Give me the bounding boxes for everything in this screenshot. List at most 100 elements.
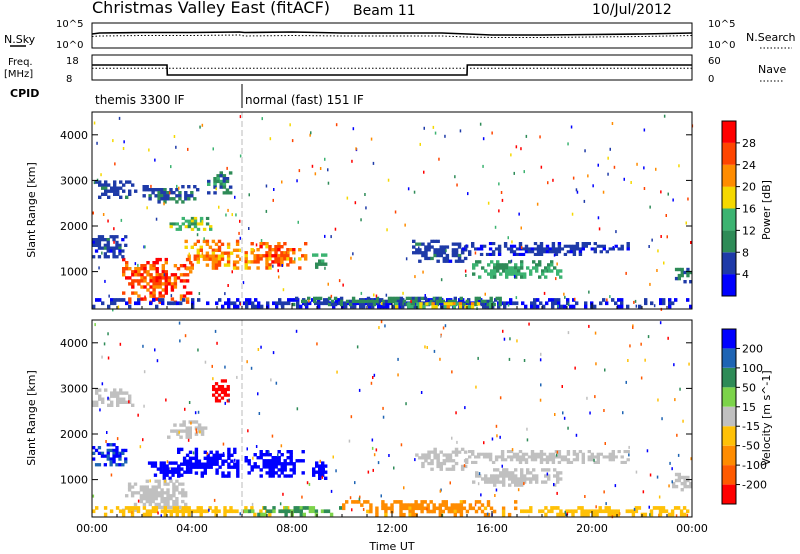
power-cell bbox=[274, 257, 278, 261]
power-cell bbox=[481, 266, 485, 270]
power-cell bbox=[95, 298, 99, 302]
velocity-cell bbox=[194, 453, 199, 457]
power-cell bbox=[179, 273, 184, 277]
velocity-cell bbox=[223, 512, 227, 517]
power-cell bbox=[418, 248, 422, 252]
velocity-scatter-point bbox=[625, 380, 627, 384]
velocity-xtick-label: 00:00 bbox=[76, 522, 108, 535]
power-cell bbox=[181, 222, 185, 226]
power-cell bbox=[569, 304, 573, 309]
velocity-cell bbox=[180, 473, 184, 477]
velocity-cell bbox=[226, 387, 230, 392]
velocity-scatter-point bbox=[499, 435, 501, 439]
velocity-cell bbox=[145, 485, 149, 489]
velocity-cell bbox=[508, 471, 512, 475]
power-cell bbox=[214, 266, 219, 270]
velocity-scatter-point bbox=[614, 484, 617, 488]
velocity-cell bbox=[484, 477, 488, 481]
power-cell bbox=[671, 301, 675, 306]
power-cell bbox=[157, 197, 161, 201]
velocity-cell bbox=[172, 502, 176, 507]
velocity-cell bbox=[165, 473, 169, 477]
nave-tick-bottom: 0 bbox=[708, 74, 714, 85]
power-scatter-point bbox=[330, 235, 332, 239]
power-cell bbox=[524, 247, 529, 251]
power-cell bbox=[196, 227, 201, 231]
velocity-scatter-point bbox=[567, 331, 570, 335]
velocity-cell bbox=[112, 443, 116, 447]
velocity-cell bbox=[628, 509, 632, 514]
power-cell bbox=[460, 251, 465, 255]
power-cell bbox=[122, 273, 126, 277]
velocity-cell bbox=[384, 512, 388, 517]
velocity-cell bbox=[318, 467, 322, 471]
power-cell bbox=[429, 299, 434, 304]
velocity-cell bbox=[157, 491, 161, 495]
power-cell bbox=[339, 299, 344, 304]
power-cell bbox=[512, 244, 517, 248]
velocity-cell bbox=[217, 385, 222, 389]
power-cell bbox=[107, 189, 111, 193]
velocity-cell bbox=[148, 509, 153, 514]
velocity-cell bbox=[106, 451, 110, 455]
power-cell bbox=[119, 180, 123, 184]
velocity-cell bbox=[551, 455, 556, 459]
velocity-scatter-point bbox=[149, 479, 151, 483]
power-cell bbox=[280, 245, 284, 249]
velocity-cell bbox=[159, 470, 163, 474]
power-cell bbox=[399, 299, 404, 304]
power-cell bbox=[535, 269, 539, 273]
power-cell bbox=[148, 188, 152, 192]
velocity-cell bbox=[315, 470, 319, 474]
power-cell bbox=[106, 249, 110, 253]
velocity-cell bbox=[212, 393, 216, 397]
power-cell bbox=[286, 257, 290, 261]
velocity-cell bbox=[424, 453, 428, 457]
power-cell bbox=[265, 245, 269, 249]
power-cell bbox=[446, 305, 450, 309]
velocity-scatter-point bbox=[509, 337, 511, 341]
power-cell bbox=[557, 298, 561, 302]
power-cell bbox=[453, 299, 457, 304]
power-cell bbox=[175, 200, 179, 204]
power-scatter-point bbox=[597, 163, 599, 167]
velocity-cell bbox=[501, 506, 506, 511]
velocity-cell bbox=[500, 455, 505, 459]
power-cell bbox=[103, 246, 107, 250]
velocity-cell bbox=[545, 458, 550, 462]
velocity-cell bbox=[112, 457, 116, 461]
velocity-cell bbox=[227, 447, 231, 452]
power-cell bbox=[566, 298, 570, 302]
velocity-scatter-point bbox=[260, 345, 262, 349]
power-cell bbox=[196, 188, 200, 192]
velocity-cell bbox=[623, 450, 627, 454]
power-colorbar-tick-label: 20 bbox=[742, 181, 756, 194]
power-cell bbox=[544, 269, 548, 273]
velocity-cell bbox=[274, 456, 278, 460]
power-cell bbox=[602, 298, 606, 302]
power-cell bbox=[569, 250, 574, 254]
power-cell bbox=[121, 238, 125, 242]
velocity-cell bbox=[433, 453, 437, 457]
power-scatter-point bbox=[613, 165, 616, 169]
velocity-cell bbox=[643, 512, 648, 517]
velocity-cell bbox=[607, 512, 611, 517]
power-cell bbox=[202, 227, 207, 231]
velocity-scatter-point bbox=[628, 453, 630, 457]
power-cell bbox=[244, 260, 248, 264]
velocity-cell bbox=[110, 403, 114, 407]
velocity-cell bbox=[506, 455, 511, 459]
power-cell bbox=[605, 301, 609, 306]
power-cell bbox=[98, 298, 102, 302]
power-cell bbox=[125, 301, 129, 306]
velocity-cell bbox=[226, 509, 230, 514]
power-cell bbox=[196, 222, 201, 226]
velocity-cell bbox=[511, 477, 515, 481]
power-cell bbox=[359, 301, 363, 306]
velocity-scatter-point bbox=[486, 512, 489, 516]
power-cell bbox=[401, 304, 405, 309]
power-cell bbox=[196, 251, 200, 255]
velocity-cell bbox=[95, 388, 99, 392]
velocity-cell bbox=[112, 451, 116, 455]
